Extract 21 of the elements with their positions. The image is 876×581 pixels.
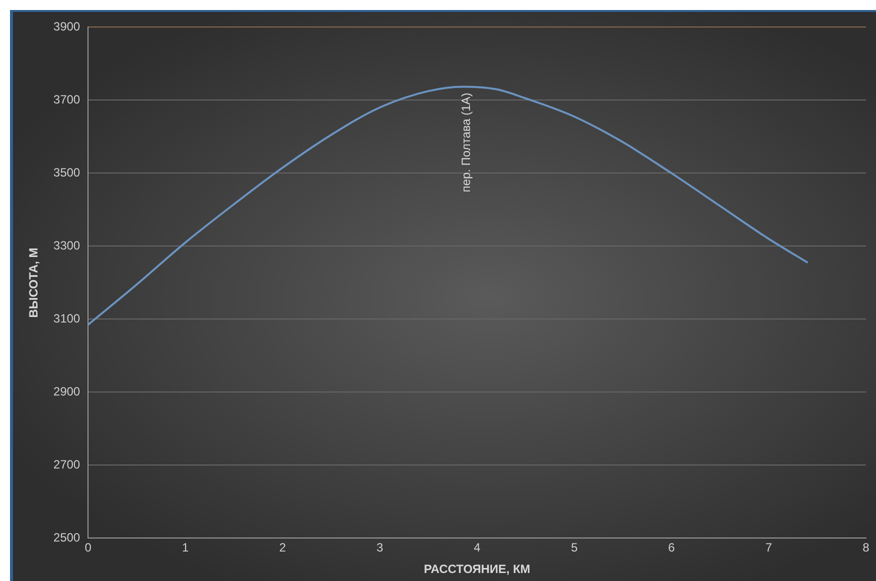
x-tick-label: 6 (668, 540, 676, 555)
y-tick-label: 3300 (53, 238, 80, 253)
y-tick-label: 3500 (53, 166, 80, 180)
x-tick-label: 4 (474, 540, 481, 555)
y-tick-label: 3100 (53, 312, 80, 326)
y-axis-title: ВЫСОТА, М (26, 248, 41, 318)
x-tick-label: 3 (376, 540, 384, 555)
y-tick-label: 2500 (53, 530, 80, 545)
y-tick-label: 2900 (53, 384, 80, 399)
x-tick-label: 1 (182, 540, 189, 555)
x-tick-label: 0 (84, 540, 92, 555)
y-tick-label: 3900 (53, 20, 80, 34)
x-axis-title: РАССТОЯНИЕ, КМ (424, 562, 530, 576)
annotation: пер. Полтава (1А) (458, 92, 473, 192)
y-tick-label: 3700 (53, 92, 80, 107)
x-tick-label: 2 (279, 540, 286, 555)
line-series (88, 86, 809, 326)
x-tick-label: 7 (765, 540, 772, 555)
y-tick-label: 2700 (53, 458, 80, 472)
x-tick-label: 8 (862, 540, 870, 555)
x-tick-label: 5 (570, 540, 578, 555)
